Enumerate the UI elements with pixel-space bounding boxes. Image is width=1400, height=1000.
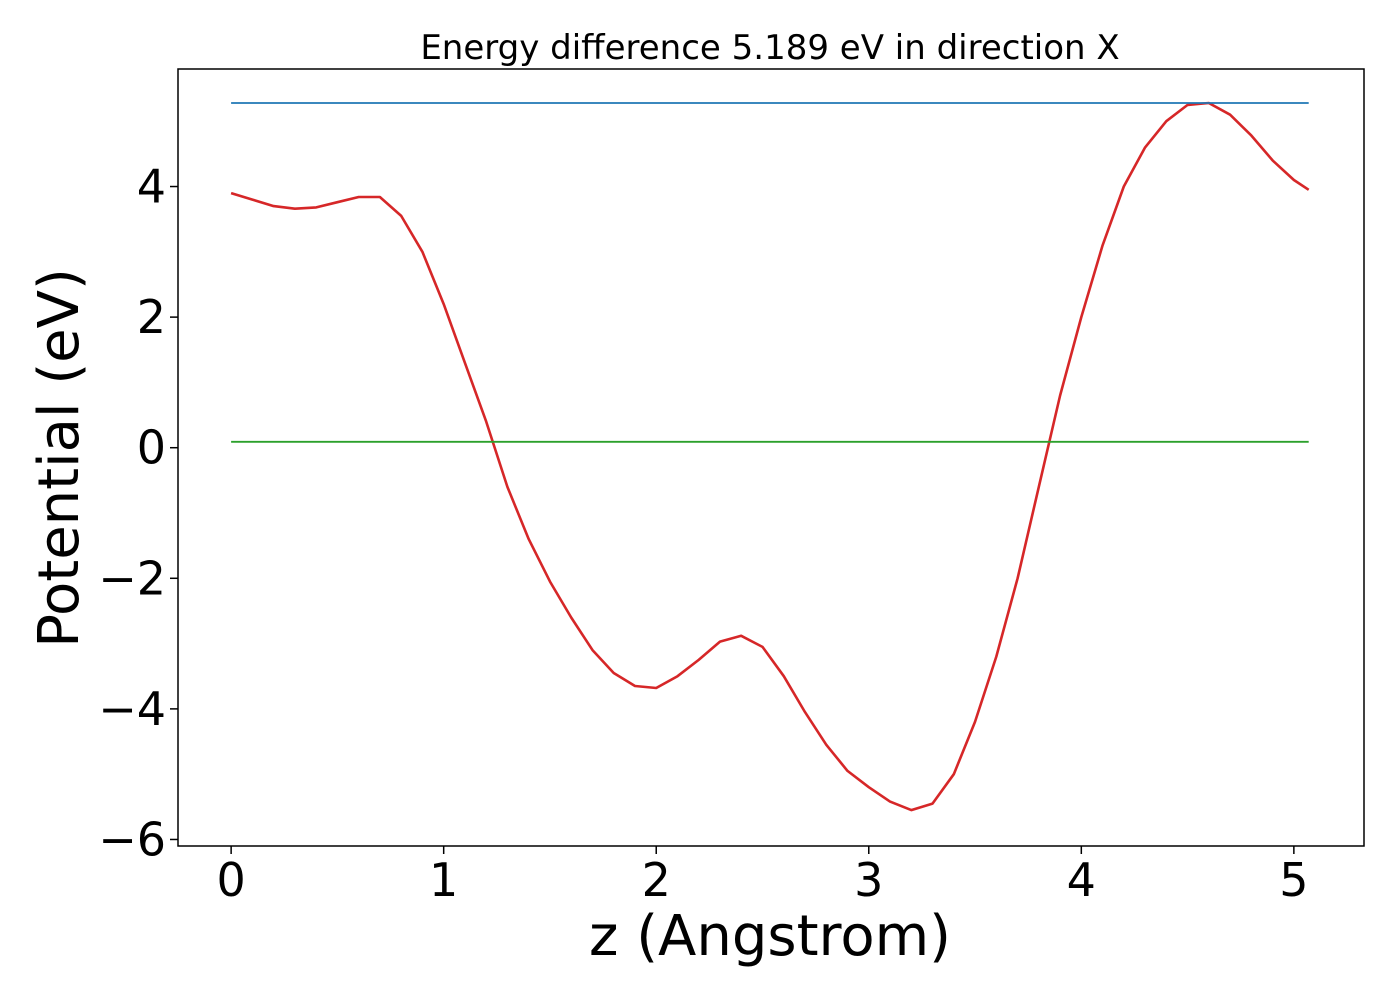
y-tick-label: 2 xyxy=(137,290,166,344)
x-tick-label: 4 xyxy=(1067,853,1096,907)
plot-frame xyxy=(177,68,1365,847)
x-tick-label: 0 xyxy=(216,853,245,907)
y-tick-label: 4 xyxy=(137,160,166,214)
y-tick-label: −4 xyxy=(98,682,166,736)
x-tick-label: 3 xyxy=(854,853,883,907)
x-axis-title: z (Angstrom) xyxy=(589,904,951,969)
y-axis-title: Potential (eV) xyxy=(27,268,92,648)
x-tick-label: 1 xyxy=(429,853,458,907)
y-axis-ticks: −6 −4 −2 0 2 4 xyxy=(98,160,178,866)
x-tick-label: 2 xyxy=(642,853,671,907)
series-layer xyxy=(230,101,1310,812)
y-tick-label: −6 xyxy=(98,812,166,866)
y-tick-label: −2 xyxy=(98,551,166,605)
y-tick-label: 0 xyxy=(137,421,166,475)
chart-title: Energy difference 5.189 eV in direction … xyxy=(420,28,1119,68)
x-tick-label: 5 xyxy=(1279,853,1308,907)
potential-curve xyxy=(230,101,1310,812)
x-axis-ticks: 0 1 2 3 4 5 xyxy=(216,846,1309,907)
